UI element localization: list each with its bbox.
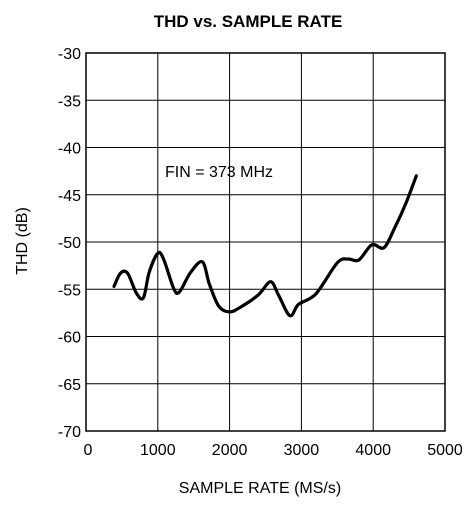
y-axis-label: THD (dB) <box>14 207 31 275</box>
y-tick-label: -45 <box>58 188 81 205</box>
y-tick-label: -30 <box>58 46 81 63</box>
series-line-thd <box>112 174 418 318</box>
x-tick-label: 5000 <box>427 442 463 459</box>
x-tick-label: 2000 <box>212 442 248 459</box>
y-tick-label: -70 <box>58 424 81 441</box>
x-tick-label: 3000 <box>284 442 320 459</box>
annotation-fin: FIN = 373 MHz <box>165 164 273 181</box>
x-tick-labels: 0 1000 2000 3000 4000 5000 <box>84 442 463 459</box>
y-tick-labels: -30 -35 -40 -45 -50 -55 -60 -65 -70 <box>58 46 81 441</box>
y-tick-label: -35 <box>58 93 81 110</box>
x-tick-label: 1000 <box>140 442 176 459</box>
y-tick-label: -65 <box>58 377 81 394</box>
y-tick-label: -55 <box>58 282 81 299</box>
y-tick-label: -50 <box>58 235 81 252</box>
grid <box>86 53 445 431</box>
plot-frame <box>85 52 446 432</box>
x-tick-label: 0 <box>84 442 93 459</box>
x-tick-label: 4000 <box>355 442 391 459</box>
y-tick-label: -40 <box>58 141 81 158</box>
y-tick-label: -60 <box>58 330 81 347</box>
x-axis-label: SAMPLE RATE (MS/s) <box>179 480 341 497</box>
chart-title: THD vs. SAMPLE RATE <box>154 12 343 31</box>
